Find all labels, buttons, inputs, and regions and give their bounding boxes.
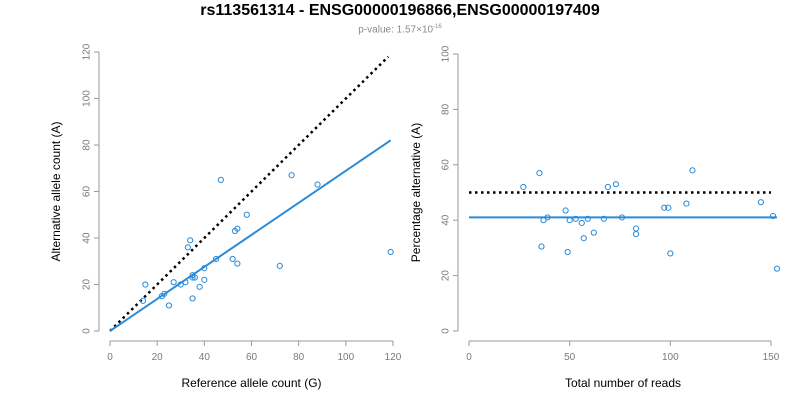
data-point: [201, 265, 208, 272]
data-point: [538, 243, 545, 250]
data-point: [580, 235, 587, 242]
data-point: [201, 276, 208, 283]
data-point: [566, 217, 573, 224]
x-tick-label: 150: [763, 352, 780, 363]
data-point: [217, 176, 224, 183]
x-axis-title: Total number of reads: [565, 376, 681, 390]
y-tick-label: 40: [441, 214, 452, 226]
x-tick-label: 0: [466, 352, 472, 363]
data-point: [139, 297, 147, 304]
x-tick-label: 100: [337, 352, 354, 363]
y-tick-label: 100: [441, 45, 452, 62]
data-point: [564, 248, 571, 256]
left-panel: 0 20 40 60 80 100 120 0 20 40 60 80 100 120 Reference …: [49, 43, 402, 390]
y-tick-label: 40: [82, 232, 93, 244]
data-point: [667, 250, 674, 257]
y-tick-label: 100: [82, 90, 93, 107]
data-point: [189, 295, 196, 302]
data-point: [536, 170, 543, 177]
y-tick-label: 120: [82, 43, 93, 60]
x-tick-label: 50: [564, 352, 576, 363]
data-point: [612, 181, 620, 188]
data-point: [165, 302, 173, 309]
data-point: [544, 214, 551, 221]
data-point: [170, 279, 177, 286]
data-point: [661, 204, 668, 211]
data-point: [184, 244, 191, 251]
p-value-exponent: -16: [433, 24, 442, 30]
x-axis-title: Reference allele count (G): [181, 376, 321, 390]
x-tick-label: 40: [199, 352, 211, 363]
x-tick-label: 60: [246, 352, 258, 363]
y-axis-title: Alternative allele count (A): [49, 121, 63, 261]
times-sign: ×: [416, 24, 422, 36]
data-point: [618, 214, 626, 221]
data-point: [632, 225, 640, 232]
data-point: [234, 225, 241, 232]
data-point: [191, 274, 198, 281]
data-point: [196, 283, 203, 290]
data-point: [229, 255, 236, 263]
fit-line: [109, 139, 392, 332]
data-point: [387, 248, 394, 256]
data-point: [773, 265, 781, 272]
data-point: [600, 215, 607, 222]
data-point: [590, 229, 597, 236]
data-point: [757, 199, 764, 206]
data-point: [142, 281, 149, 288]
data-point: [288, 172, 295, 179]
x-tick-label: 120: [385, 352, 402, 363]
x-tick-label: 0: [107, 352, 113, 363]
data-point: [632, 230, 640, 238]
x-tick-label: 80: [293, 352, 305, 363]
data-point: [689, 167, 696, 174]
data-point: [213, 255, 220, 263]
data-point: [584, 215, 591, 222]
y-tick-label: 80: [82, 139, 93, 151]
y-tick-label: 80: [441, 103, 452, 115]
data-point: [578, 219, 585, 227]
data-point: [769, 212, 777, 220]
data-point: [234, 260, 241, 267]
data-point: [520, 183, 527, 191]
data-point: [314, 181, 321, 188]
data-point: [189, 274, 196, 281]
page-title: rs113561314 - ENSG00000196866,ENSG000001…: [200, 2, 600, 19]
data-point: [562, 207, 569, 214]
page-subtitle: p-value: 1.57×10-16: [0, 24, 800, 35]
data-point: [683, 200, 690, 207]
right-panel: 0 50 100 150 0 20 40 60 80 100 Total number of rea…: [409, 45, 781, 390]
p-value-base: 10: [421, 24, 434, 36]
data-point: [604, 183, 612, 191]
y-tick-label: 0: [82, 328, 93, 334]
y-tick-label: 60: [82, 186, 93, 198]
y-tick-label: 20: [441, 270, 452, 282]
y-tick-label: 0: [441, 328, 452, 334]
y-axis-title: Percentage alternative (A): [409, 123, 423, 262]
y-tick-label: 20: [82, 279, 93, 291]
data-point: [665, 204, 672, 211]
data-point: [243, 211, 250, 218]
data-point: [182, 279, 189, 286]
y-tick-label: 60: [441, 159, 452, 171]
x-tick-label: 100: [662, 352, 679, 363]
data-point: [177, 281, 184, 288]
reference-line: [109, 55, 390, 332]
data-point: [187, 237, 194, 244]
data-point: [276, 262, 283, 269]
data-point: [540, 217, 547, 224]
p-value-prefix: p-value: 1.57: [358, 24, 417, 36]
data-point: [161, 290, 168, 297]
data-point: [572, 215, 579, 222]
x-tick-label: 20: [152, 352, 164, 363]
